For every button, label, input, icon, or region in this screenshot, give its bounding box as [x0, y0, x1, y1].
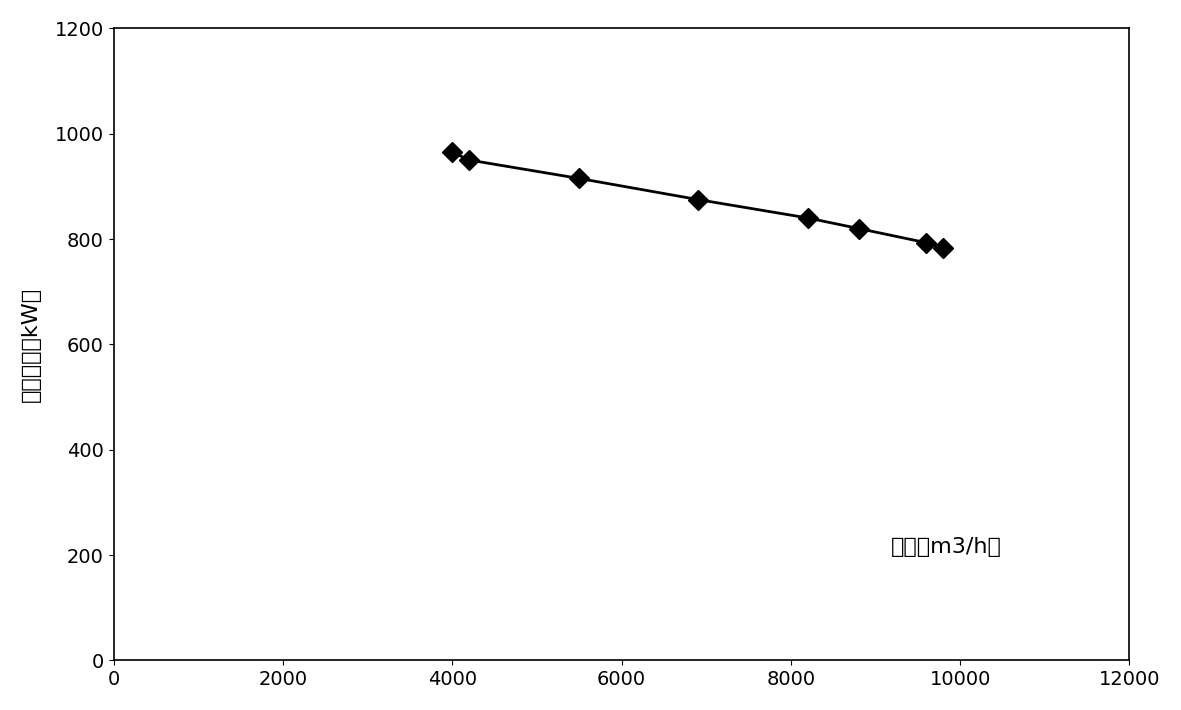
Text: 风量（m3/h）: 风量（m3/h）	[892, 537, 1001, 557]
Y-axis label: 叶轮功率（kW）: 叶轮功率（kW）	[21, 287, 41, 402]
